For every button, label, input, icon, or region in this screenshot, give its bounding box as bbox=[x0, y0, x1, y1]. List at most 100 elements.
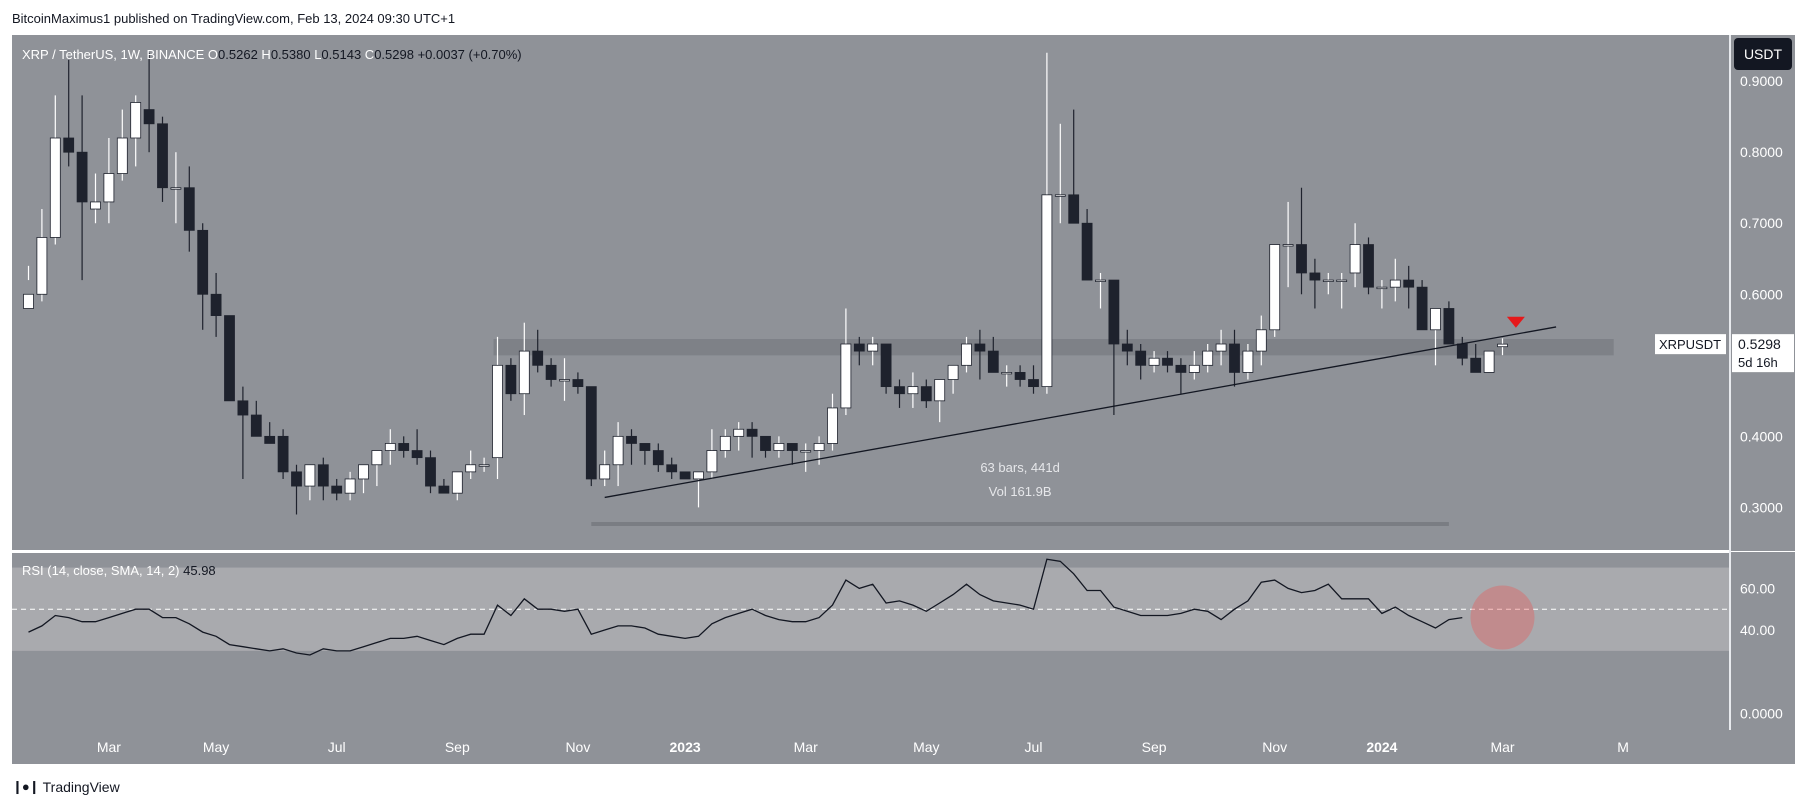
candle-body bbox=[1443, 308, 1455, 345]
candle-body bbox=[183, 187, 195, 231]
candle-body bbox=[867, 343, 879, 352]
candle-body bbox=[786, 443, 798, 451]
candle-body bbox=[277, 435, 289, 473]
candle-body bbox=[894, 386, 905, 395]
candle-body bbox=[49, 137, 61, 238]
candle-body bbox=[1255, 329, 1267, 352]
price-tick-label: 0.9000 bbox=[1740, 73, 1783, 89]
candle-body bbox=[1309, 272, 1321, 281]
candle-body bbox=[1175, 364, 1187, 373]
candle-body bbox=[1456, 343, 1468, 359]
candle-body bbox=[331, 485, 343, 494]
measure-volume-label: Vol 161.9B bbox=[989, 484, 1052, 499]
time-tick-label: Mar bbox=[1490, 739, 1514, 755]
candle-body bbox=[425, 457, 436, 487]
candle-body bbox=[518, 350, 530, 395]
price-tick-label: 0.3000 bbox=[1740, 499, 1783, 515]
candle-body bbox=[813, 443, 825, 451]
price-pane bbox=[12, 35, 1729, 550]
candle-body bbox=[974, 343, 986, 352]
ohlc-o-key: O bbox=[208, 47, 218, 62]
symbol-legend: XRP / TetherUS, 1W, BINANCE bbox=[22, 47, 208, 62]
candle-body bbox=[1188, 364, 1200, 373]
candle-body bbox=[237, 400, 249, 416]
candle-body bbox=[1336, 279, 1348, 282]
candle-body bbox=[143, 109, 155, 125]
candle-body bbox=[116, 137, 128, 174]
candle-body bbox=[719, 435, 731, 451]
candle-body bbox=[1068, 194, 1080, 224]
candle-body bbox=[626, 435, 637, 444]
candle-body bbox=[880, 343, 892, 388]
candle-body bbox=[599, 464, 611, 480]
candle-body bbox=[907, 386, 919, 395]
candle-body bbox=[1497, 343, 1508, 348]
bar-countdown-label: 5d 16h bbox=[1738, 355, 1778, 370]
candle-body bbox=[1430, 308, 1441, 331]
candle-body bbox=[438, 485, 450, 494]
ohlc-legend: XRP / TetherUS, 1W, BINANCE O0.5262 H0.5… bbox=[22, 47, 522, 62]
candle-body bbox=[492, 364, 503, 459]
candle-body bbox=[987, 350, 999, 373]
candle-body bbox=[451, 471, 463, 494]
rsi-tick-label: 0.0000 bbox=[1740, 705, 1783, 721]
candle-body bbox=[1202, 350, 1214, 366]
time-tick-label: Sep bbox=[1142, 739, 1167, 755]
time-tick-label: Mar bbox=[97, 739, 121, 755]
candle-body bbox=[1121, 343, 1133, 352]
candle-body bbox=[1229, 343, 1240, 373]
candle-body bbox=[706, 450, 718, 473]
candle-body bbox=[90, 201, 101, 210]
price-tick-label: 0.7000 bbox=[1740, 215, 1783, 231]
candle-body bbox=[1242, 350, 1254, 373]
candle-body bbox=[1376, 286, 1388, 290]
candle-body bbox=[1028, 379, 1039, 388]
ohlc-change-value: +0.0037 (+0.70%) bbox=[418, 47, 522, 62]
candle-body bbox=[760, 435, 771, 451]
time-tick-label: Nov bbox=[565, 739, 590, 755]
candle-body bbox=[23, 293, 34, 309]
brand-label: TradingView bbox=[42, 779, 120, 795]
resistance-zone bbox=[493, 339, 1614, 356]
symbol-name-label: XRPUSDT bbox=[1659, 337, 1721, 352]
candle-body bbox=[1162, 357, 1173, 366]
time-tick-label: Mar bbox=[794, 739, 818, 755]
currency-badge-label: USDT bbox=[1744, 46, 1783, 62]
time-axis bbox=[12, 730, 1795, 764]
candle-body bbox=[585, 386, 597, 480]
candle-body bbox=[639, 443, 651, 451]
ohlc-c-key: C bbox=[365, 47, 374, 62]
candle-body bbox=[572, 379, 584, 388]
time-tick-label: 2023 bbox=[670, 739, 701, 755]
candle-body bbox=[679, 471, 691, 480]
candle-body bbox=[545, 364, 557, 380]
candle-body bbox=[344, 478, 356, 494]
candle-body bbox=[1403, 279, 1415, 288]
candle-body bbox=[478, 464, 490, 467]
rsi-line bbox=[28, 558, 1463, 656]
breakdown-arrow-icon bbox=[1506, 316, 1525, 328]
candle-body bbox=[63, 137, 75, 153]
time-tick-label: 2024 bbox=[1366, 739, 1397, 755]
candle-body bbox=[920, 386, 932, 402]
symbol-price-tag bbox=[1655, 334, 1726, 355]
candle-body bbox=[612, 435, 624, 466]
time-tick-label: Nov bbox=[1262, 739, 1287, 755]
candle-body bbox=[853, 343, 865, 352]
candle-body bbox=[840, 343, 852, 409]
candle-body bbox=[170, 187, 182, 190]
candle-body bbox=[304, 464, 316, 487]
candle-body bbox=[371, 450, 383, 466]
candle-body bbox=[76, 151, 88, 203]
measure-bars-label: 63 bars, 441d bbox=[980, 460, 1060, 475]
ohlc-h-key: H bbox=[261, 47, 270, 62]
candle-body bbox=[1269, 244, 1281, 331]
time-tick-label: Jul bbox=[1025, 739, 1043, 755]
candle-body bbox=[1108, 279, 1120, 345]
candle-body bbox=[746, 428, 758, 437]
rsi-settings-label: RSI (14, close, SMA, 14, 2) bbox=[22, 563, 183, 578]
price-tick-label: 0.8000 bbox=[1740, 144, 1783, 160]
tradingview-brand[interactable]: ❙●❙ TradingView bbox=[12, 779, 120, 795]
price-tick-label: 0.4000 bbox=[1740, 428, 1783, 444]
